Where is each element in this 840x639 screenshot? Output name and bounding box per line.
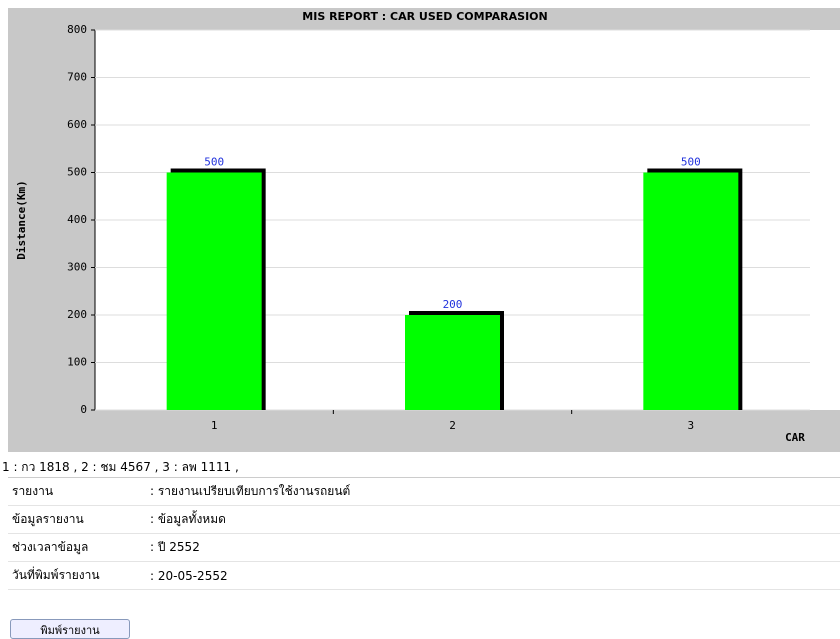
- x-tick-label: 3: [688, 419, 695, 432]
- report-value: : ข้อมูลทั้งหมด: [146, 506, 840, 534]
- report-value: : รายงานเปรียบเทียบการใช้งานรถยนต์: [146, 478, 840, 506]
- bar: [167, 173, 262, 411]
- report-table: รายงาน: รายงานเปรียบเทียบการใช้งานรถยนต์…: [8, 477, 840, 590]
- chart-title: MIS REPORT : CAR USED COMPARASION: [302, 10, 547, 23]
- y-axis-label: Distance(Km): [15, 180, 28, 259]
- report-row: วันที่พิมพ์รายงาน: 20-05-2552: [8, 562, 840, 590]
- x-axis-label: CAR: [785, 431, 805, 444]
- y-tick-label: 500: [67, 166, 87, 179]
- print-button[interactable]: พิมพ์รายงาน: [10, 619, 130, 639]
- y-tick-label: 0: [80, 403, 87, 416]
- report-value: : 20-05-2552: [146, 562, 840, 590]
- report-label: รายงาน: [8, 478, 146, 506]
- y-tick-label: 600: [67, 118, 87, 131]
- value-label: 200: [443, 298, 463, 311]
- value-label: 500: [204, 156, 224, 169]
- value-label: 500: [681, 156, 701, 169]
- page: MIS REPORT : CAR USED COMPARASION Distan…: [0, 0, 840, 639]
- report-row: ช่วงเวลาข้อมูล: ปี 2552: [8, 534, 840, 562]
- bar: [643, 173, 738, 411]
- car-legend: 1 : กว 1818 , 2 : ชม 4567 , 3 : ลพ 1111 …: [2, 458, 239, 477]
- y-tick-label: 400: [67, 213, 87, 226]
- x-tick-label: 1: [211, 419, 218, 432]
- report-row: รายงาน: รายงานเปรียบเทียบการใช้งานรถยนต์: [8, 478, 840, 506]
- bar: [405, 315, 500, 410]
- y-tick-label: 100: [67, 356, 87, 369]
- report-value: : ปี 2552: [146, 534, 840, 562]
- x-tick-label: 2: [449, 419, 456, 432]
- y-tick-label: 800: [67, 23, 87, 36]
- report-label: ช่วงเวลาข้อมูล: [8, 534, 146, 562]
- y-tick-label: 300: [67, 261, 87, 274]
- report-row: ข้อมูลรายงาน: ข้อมูลทั้งหมด: [8, 506, 840, 534]
- chart: MIS REPORT : CAR USED COMPARASION Distan…: [0, 0, 840, 455]
- y-tick-label: 700: [67, 71, 87, 84]
- report-label: วันที่พิมพ์รายงาน: [8, 562, 146, 590]
- report-label: ข้อมูลรายงาน: [8, 506, 146, 534]
- y-tick-label: 200: [67, 308, 87, 321]
